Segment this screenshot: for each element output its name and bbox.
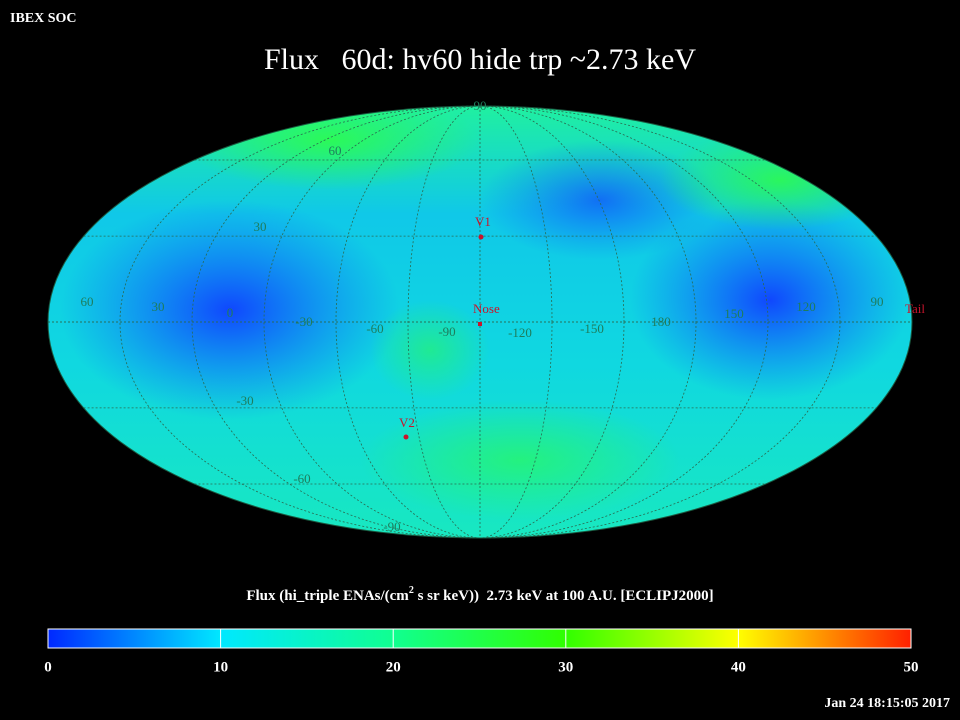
grid-label: 90 (474, 98, 487, 113)
sky-region (180, 106, 480, 190)
colorbar-ticks: 0 10 20 30 40 50 (44, 629, 919, 675)
marker-dot (403, 434, 409, 440)
grid-label: -30 (295, 314, 312, 329)
marker-label: Nose (473, 301, 500, 316)
grid-label: -90 (383, 519, 400, 534)
grid-label: -90 (438, 324, 455, 339)
sky-outline (47, 105, 913, 539)
grid-label: 90 (871, 294, 884, 309)
grid-label: 150 (724, 306, 744, 321)
colorbar-tick-label: 10 (213, 659, 228, 675)
colorbar-title: Flux (hi_triple ENAs/(cm2 s sr keV)) 2.7… (246, 585, 713, 604)
grid-label: -60 (293, 471, 310, 486)
grid-label: 180 (651, 314, 671, 329)
timestamp: Jan 24 18:15:05 2017 (824, 696, 950, 711)
colorbar (47, 628, 912, 649)
colorbar-title-sup: 2 (409, 585, 414, 596)
colorbar-tick-label: 40 (731, 659, 746, 675)
colorbar-tick-label: 20 (386, 659, 401, 675)
marker-label: Tail (905, 301, 925, 316)
colorbar-title-part: Flux (hi_triple ENAs/(cm (246, 588, 409, 604)
grid-label: -30 (236, 393, 253, 408)
grid-label: 30 (254, 219, 267, 234)
grid-label: -150 (580, 321, 604, 336)
sky-region (480, 140, 720, 260)
grid-label: 120 (796, 299, 816, 314)
sky-region (360, 400, 680, 520)
marker-dot (478, 322, 482, 326)
markers: V1 Nose V2 Tail (399, 214, 925, 440)
colorbar-tick-label: 30 (558, 659, 573, 675)
colorbar-title-part: s sr keV)) 2.73 keV at 100 A.U. [ECLIPJ2… (414, 588, 714, 604)
sky-region (370, 300, 490, 400)
colorbar-tick-label: 50 (904, 659, 919, 675)
title: Flux 60d: hv60 hide trp ~2.73 keV (264, 43, 696, 76)
sky-region (630, 200, 910, 400)
grid-label: 0 (227, 305, 234, 320)
grid-labels: 90 60 30 60 30 0 -30 -60 -90 -120 -150 180 150 120 90 -… (81, 98, 884, 534)
grid-label: 60 (81, 294, 94, 309)
marker-label: V2 (399, 415, 415, 430)
grid-label: -60 (366, 321, 383, 336)
marker-label: V1 (475, 214, 491, 229)
colorbar-tick-label: 0 (44, 659, 52, 675)
sky-region (60, 200, 400, 420)
grid-label: 30 (152, 299, 165, 314)
sky-region (660, 130, 900, 230)
grid-label: -120 (508, 325, 532, 340)
marker-dot (478, 234, 484, 240)
source: IBEX SOC (10, 11, 77, 26)
grid-label: 60 (329, 143, 342, 158)
